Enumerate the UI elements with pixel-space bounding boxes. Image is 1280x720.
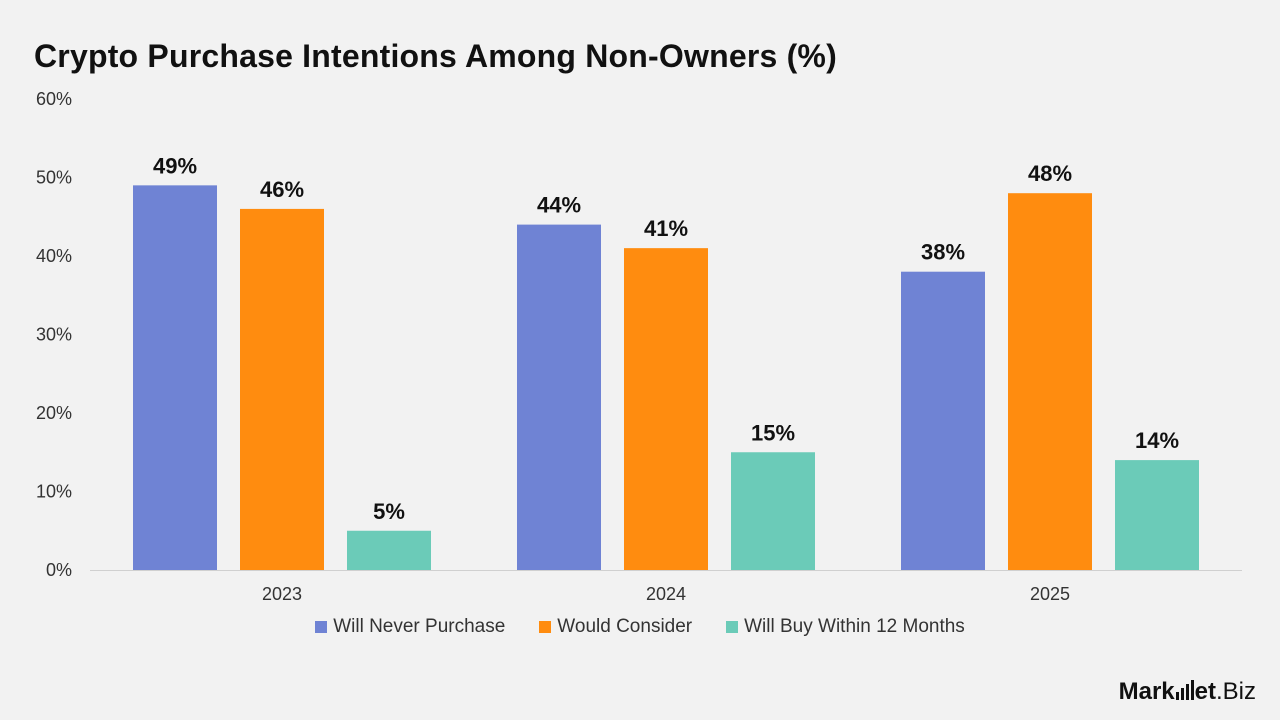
bar xyxy=(133,185,217,570)
bar xyxy=(731,452,815,570)
bar xyxy=(347,530,431,570)
legend: Will Never Purchase Would Consider Will … xyxy=(0,616,1280,638)
bar xyxy=(240,208,324,570)
bar xyxy=(1008,193,1092,570)
bar-value-label: 38% xyxy=(921,240,965,265)
value-labels: 49% 46% 5% 44% 41% 15% 38% 48% 14% xyxy=(153,153,1179,523)
bar xyxy=(517,224,601,570)
bars xyxy=(133,185,1199,570)
bar-value-label: 46% xyxy=(260,177,304,202)
bar-value-label: 15% xyxy=(751,420,795,445)
bar xyxy=(901,271,985,570)
brand-name-mid: et xyxy=(1194,678,1216,705)
y-tick-label: 50% xyxy=(36,168,72,188)
legend-label: Will Buy Within 12 Months xyxy=(744,616,965,637)
y-tick-label: 10% xyxy=(36,482,72,502)
y-tick-label: 40% xyxy=(36,246,72,266)
bar xyxy=(1115,460,1199,570)
bar-value-label: 5% xyxy=(373,499,405,524)
legend-swatch xyxy=(315,621,328,633)
brand-logo: Mark et .Biz xyxy=(1119,678,1256,706)
brand-bars-icon xyxy=(1175,680,1194,700)
brand-name-suffix: .Biz xyxy=(1215,678,1256,705)
legend-item-will-never-purchase: Will Never Purchase xyxy=(315,616,505,638)
legend-swatch xyxy=(726,621,739,633)
bar-value-label: 49% xyxy=(153,153,197,178)
bar xyxy=(624,248,708,570)
y-tick-label: 30% xyxy=(36,325,72,345)
chart-title: Crypto Purchase Intentions Among Non-Own… xyxy=(34,38,837,74)
bar-value-label: 41% xyxy=(644,216,688,241)
y-tick-label: 20% xyxy=(36,403,72,423)
bar-value-label: 14% xyxy=(1135,428,1179,453)
bar-value-label: 48% xyxy=(1028,161,1072,186)
y-axis-ticks: 0% 10% 20% 30% 40% 50% 60% xyxy=(36,89,72,580)
x-tick-label: 2023 xyxy=(262,584,302,604)
legend-swatch xyxy=(539,621,552,633)
x-tick-label: 2024 xyxy=(646,584,686,604)
legend-label: Would Consider xyxy=(557,616,693,637)
legend-label: Will Never Purchase xyxy=(333,616,506,637)
y-tick-label: 0% xyxy=(46,560,72,580)
x-axis-category-labels: 2023 2024 2025 xyxy=(262,584,1070,604)
y-tick-label: 60% xyxy=(36,89,72,109)
bar-value-label: 44% xyxy=(537,193,581,218)
legend-item-will-buy-within-12-months: Will Buy Within 12 Months xyxy=(726,616,965,638)
x-tick-label: 2025 xyxy=(1030,584,1070,604)
legend-item-would-consider: Would Consider xyxy=(539,616,692,638)
brand-name-prefix: Mark xyxy=(1118,678,1175,705)
